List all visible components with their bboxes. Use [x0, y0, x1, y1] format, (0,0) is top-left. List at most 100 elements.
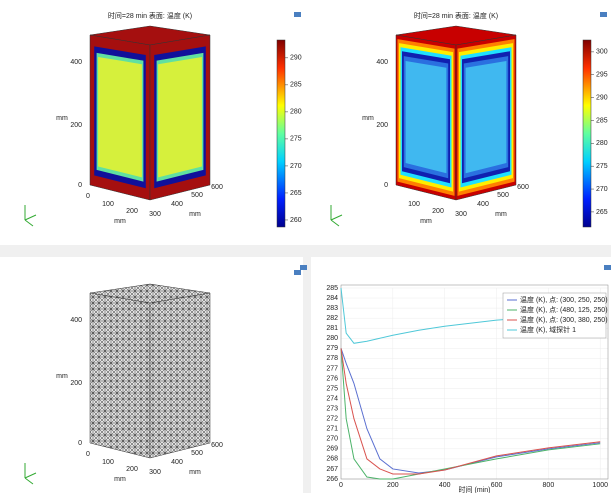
separator: [303, 257, 311, 493]
x-tick-label: 0: [339, 482, 343, 489]
axis-triad: [25, 463, 36, 484]
x-tick-label: 300: [149, 469, 161, 476]
colorbar-tick-label: 285: [596, 117, 608, 124]
z-tick-label: 400: [70, 317, 82, 324]
colorbar-tick-label: 290: [290, 55, 302, 62]
icon: [604, 265, 611, 270]
colorbar-tick-label: 265: [290, 190, 302, 197]
z-tick-label: 400: [70, 59, 82, 66]
z-tick-label: 0: [78, 440, 82, 447]
colorbar-tick-label: 280: [290, 109, 302, 116]
axis-unit: mm: [189, 469, 201, 476]
y-tick-label: 276: [326, 375, 338, 382]
y-tick-label: 270: [326, 436, 338, 443]
axis-triad: [331, 205, 342, 226]
colorbar-tick-label: 275: [290, 136, 302, 143]
y-tick-label: 284: [326, 295, 338, 302]
x-tick-label: 200: [432, 208, 444, 215]
y-tick-label: 500: [191, 450, 203, 457]
colorbar-tick-label: 275: [596, 163, 608, 170]
y-tick-label: 267: [326, 466, 338, 473]
x-tick-label: 300: [149, 211, 161, 218]
y-tick-label: 283: [326, 305, 338, 312]
y-tick-label: 500: [191, 192, 203, 199]
y-tick-label: 278: [326, 355, 338, 362]
colorbar-tick-label: 265: [596, 209, 608, 216]
axis-unit: mm: [189, 211, 201, 218]
view-title: 时间=28 min 表面: 温度 (K): [108, 11, 192, 20]
box-face: [98, 57, 142, 177]
axis-unit: mm: [56, 373, 68, 380]
colorbar: [277, 40, 285, 227]
y-tick-label: 600: [517, 184, 529, 191]
colorbar-tick-label: 280: [596, 140, 608, 147]
z-tick-label: 400: [376, 59, 388, 66]
x-tick-label: 100: [408, 201, 420, 208]
x-tick-label: 100: [102, 459, 114, 466]
axis-unit: mm: [114, 218, 126, 225]
y-tick-label: 400: [171, 201, 183, 208]
axis-unit: mm: [362, 115, 374, 122]
y-tick-label: 273: [326, 405, 338, 412]
view-panel: 400 200 0 mm 0 100 200 300 mm 400 500 600 mm: [25, 270, 301, 484]
box-face: [156, 309, 204, 441]
box-face: [96, 309, 144, 441]
colorbar-tick-label: 290: [596, 94, 608, 101]
y-tick-label: 400: [171, 459, 183, 466]
icon: [300, 265, 307, 270]
box-face: [466, 61, 507, 173]
view-title: 时间=28 min 表面: 温度 (K): [414, 11, 498, 20]
view-panel: 时间=28 min 表面: 温度 (K) 400 200 0 mm 0 100 200 300 m…: [25, 11, 302, 227]
y-tick-label: 600: [211, 184, 223, 191]
legend-label: 温度 (K), 点: (300, 380, 250): [520, 315, 608, 324]
y-tick-label: 268: [326, 456, 338, 463]
icon: [294, 270, 301, 275]
colorbar-tick-label: 285: [290, 82, 302, 89]
legend-label: 温度 (K), 点: (480, 125, 250): [520, 305, 608, 314]
y-tick-label: 400: [477, 201, 489, 208]
separator: [0, 245, 611, 257]
box-face: [158, 57, 202, 177]
icon: [600, 12, 607, 17]
y-tick-label: 282: [326, 315, 338, 322]
y-tick-label: 277: [326, 365, 338, 372]
y-tick-label: 271: [326, 426, 338, 433]
x-tick-label: 200: [387, 482, 399, 489]
legend-label: 温度 (K), 域探针 1: [520, 325, 576, 334]
z-tick-label: 200: [70, 122, 82, 129]
x-tick-label: 600: [491, 482, 503, 489]
x-tick-label: 400: [439, 482, 451, 489]
x-tick-label: 200: [126, 208, 138, 215]
y-tick-label: 280: [326, 335, 338, 342]
box-face: [406, 61, 447, 173]
colorbar-tick-label: 260: [290, 217, 302, 224]
z-tick-label: 200: [70, 380, 82, 387]
x-tick-label: 0: [86, 193, 90, 200]
z-tick-label: 200: [376, 122, 388, 129]
y-tick-label: 600: [211, 442, 223, 449]
y-tick-label: 500: [497, 192, 509, 199]
y-tick-label: 272: [326, 416, 338, 423]
legend-label: 温度 (K), 点: (300, 250, 250): [520, 295, 608, 304]
y-tick-label: 275: [326, 385, 338, 392]
x-tick-label: 100: [102, 201, 114, 208]
axis-unit: mm: [114, 476, 126, 483]
axis-unit: mm: [420, 218, 432, 225]
y-tick-label: 279: [326, 345, 338, 352]
y-tick-label: 269: [326, 446, 338, 453]
y-tick-label: 274: [326, 395, 338, 402]
x-tick-label: 300: [455, 211, 467, 218]
screen: 时间=28 min 表面: 温度 (K) 400 200 0 mm 0 100 200 300 m…: [0, 0, 611, 493]
colorbar-tick-label: 295: [596, 72, 608, 79]
x-axis-label: 时间 (min): [459, 485, 491, 493]
x-tick-label: 200: [126, 466, 138, 473]
z-tick-label: 0: [78, 182, 82, 189]
axis-triad: [25, 205, 36, 226]
x-tick-label: 0: [86, 451, 90, 458]
y-tick-label: 266: [326, 476, 338, 483]
colorbar-tick-label: 270: [596, 186, 608, 193]
x-tick-label: 1000: [592, 482, 608, 489]
axis-unit: mm: [56, 115, 68, 122]
plot-panel: 266 267 268 269 270 271 272 273 274 275 276 277 278 2…: [300, 258, 611, 493]
